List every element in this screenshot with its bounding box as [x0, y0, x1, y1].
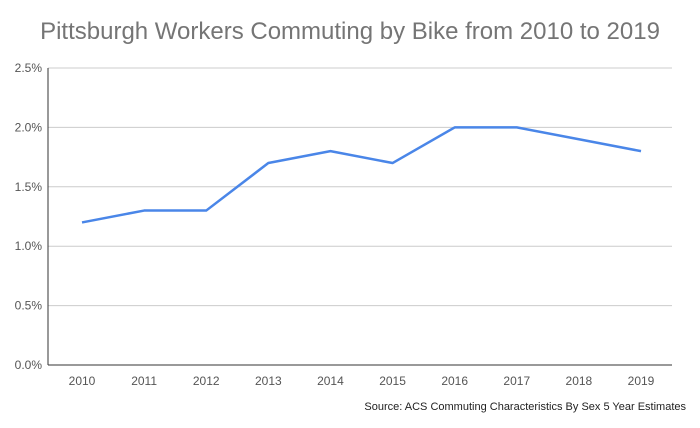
x-tick-label: 2019 [628, 374, 655, 388]
series-line [81, 126, 642, 224]
y-tick-label: 2.5% [15, 61, 43, 75]
x-tick-label: 2014 [317, 374, 344, 388]
y-tick-label: 1.0% [15, 239, 43, 253]
x-tick-label: 2012 [193, 374, 220, 388]
x-tick-label: 2015 [379, 374, 406, 388]
y-tick-label: 1.5% [15, 180, 43, 194]
chart-title: Pittsburgh Workers Commuting by Bike fro… [40, 18, 660, 45]
x-tick-label: 2016 [441, 374, 468, 388]
x-tick-label: 2013 [255, 374, 282, 388]
y-tick-label: 2.0% [15, 120, 43, 134]
x-tick-label: 2010 [69, 374, 96, 388]
y-tick-label: 0.5% [15, 299, 43, 313]
x-tick-label: 2017 [503, 374, 530, 388]
source-note: Source: ACS Commuting Characteristics By… [364, 401, 686, 413]
y-tick-label: 0.0% [15, 358, 43, 372]
x-tick-label: 2018 [566, 374, 593, 388]
x-tick-label: 2011 [131, 374, 157, 388]
